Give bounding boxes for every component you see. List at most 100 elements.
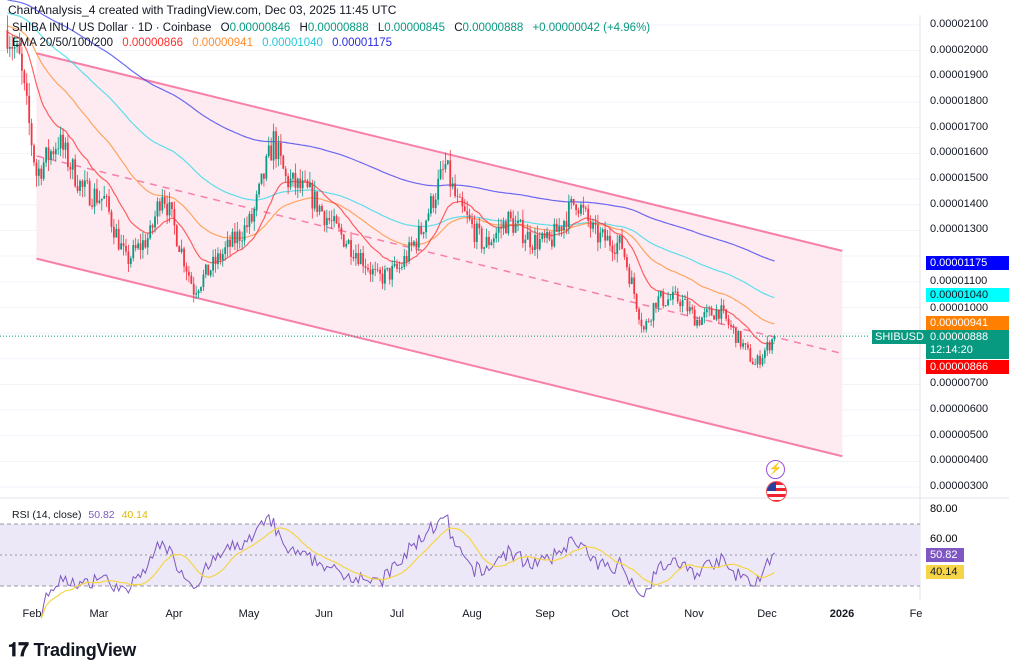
candle-body bbox=[321, 206, 323, 212]
candle-body bbox=[100, 198, 103, 201]
candle-body bbox=[178, 246, 181, 252]
candle-body bbox=[592, 222, 594, 229]
ema20-value: 0.00000866 bbox=[122, 37, 183, 49]
candle-body bbox=[502, 221, 505, 229]
ema50-line bbox=[7, 25, 775, 325]
time-tick: Jun bbox=[315, 608, 333, 620]
price-tick: 0.00000500 bbox=[930, 428, 989, 441]
candle-body bbox=[756, 355, 759, 365]
candle-body bbox=[701, 317, 703, 325]
candle-body bbox=[188, 271, 190, 276]
candle-body bbox=[81, 180, 84, 187]
candle-body bbox=[120, 243, 123, 250]
candle-body bbox=[306, 180, 309, 188]
price-badge: 0.00000888 12:14:20 bbox=[926, 330, 1009, 359]
candle-body bbox=[316, 191, 319, 212]
candle-body bbox=[393, 263, 396, 266]
candle-body bbox=[626, 257, 628, 268]
candle-body bbox=[183, 248, 185, 267]
candle-body bbox=[190, 275, 193, 284]
candle-body bbox=[490, 242, 493, 246]
candle-body bbox=[263, 173, 265, 179]
lightning-icon[interactable]: ⚡ bbox=[766, 460, 785, 479]
candle-body bbox=[638, 308, 640, 320]
candle-body bbox=[727, 318, 730, 325]
candle-body bbox=[505, 221, 507, 234]
symbol-title[interactable]: SHIBA INU / US Dollar · 1D · Coinbase bbox=[12, 22, 212, 34]
candle-body bbox=[253, 209, 256, 222]
candle-body bbox=[674, 291, 677, 293]
candle-body bbox=[287, 175, 290, 188]
candle-body bbox=[23, 70, 26, 84]
time-tick: Jul bbox=[389, 608, 405, 620]
ema50-badge: 0.00000941 bbox=[926, 316, 1009, 330]
candle-body bbox=[117, 228, 120, 250]
candle-body bbox=[354, 253, 357, 259]
low-label: L bbox=[377, 22, 385, 34]
candle-body bbox=[422, 232, 425, 234]
candle-body bbox=[362, 252, 365, 267]
candle-body bbox=[768, 342, 771, 351]
candle-body bbox=[652, 303, 655, 321]
time-tick: Mar bbox=[89, 608, 109, 620]
candle-body bbox=[391, 265, 394, 280]
candle-body bbox=[744, 343, 747, 345]
candle-body bbox=[214, 256, 217, 265]
price-tick: 0.00000700 bbox=[930, 377, 989, 390]
candle-body bbox=[185, 266, 188, 272]
candle-body bbox=[582, 204, 585, 208]
candle-body bbox=[54, 149, 57, 155]
tradingview-logo[interactable]: 𝟏𝟕 TradingView bbox=[8, 640, 136, 661]
candle-body bbox=[345, 243, 348, 247]
rsi-label[interactable]: RSI (14, close) bbox=[12, 509, 82, 521]
candle-body bbox=[202, 274, 205, 288]
candle-body bbox=[96, 188, 98, 203]
candle-body bbox=[379, 269, 381, 274]
candle-body bbox=[163, 197, 166, 204]
candle-body bbox=[69, 167, 72, 170]
candle-body bbox=[434, 199, 437, 208]
price-tick: 0.00000300 bbox=[930, 480, 989, 493]
candle-body bbox=[398, 268, 401, 269]
candle-body bbox=[226, 239, 229, 248]
rsi-badge: 50.82 bbox=[926, 548, 964, 562]
candle-body bbox=[338, 223, 340, 228]
candle-body bbox=[688, 307, 691, 312]
candle-body bbox=[558, 226, 561, 232]
candle-body bbox=[86, 180, 89, 182]
candle-body bbox=[25, 83, 28, 96]
candle-body bbox=[747, 344, 749, 349]
us-flag-icon[interactable] bbox=[766, 481, 787, 502]
candle-body bbox=[388, 267, 391, 280]
candle-body bbox=[381, 273, 384, 284]
candle-body bbox=[635, 293, 638, 309]
candle-body bbox=[21, 53, 23, 71]
ema-label[interactable]: EMA 20/50/100/200 bbox=[12, 37, 114, 49]
candle-body bbox=[473, 224, 476, 242]
rsi-ma-line bbox=[40, 527, 775, 619]
candle-body bbox=[483, 247, 486, 249]
time-tick: Feb bbox=[22, 608, 42, 620]
ema100-value: 0.00001040 bbox=[262, 37, 323, 49]
time-tick: Fe bbox=[909, 608, 923, 620]
candle-body bbox=[628, 267, 631, 284]
price-tick: 0.00001900 bbox=[930, 69, 989, 82]
change-value: +0.00000042 (+4.96%) bbox=[532, 22, 651, 34]
candle-body bbox=[11, 46, 14, 49]
candle-body bbox=[76, 186, 79, 191]
candle-body bbox=[529, 231, 532, 248]
candle-body bbox=[575, 204, 577, 211]
candle-body bbox=[742, 343, 744, 347]
candle-body bbox=[292, 172, 294, 179]
time-tick: Apr bbox=[165, 608, 183, 620]
price-tick: 0.00001300 bbox=[930, 223, 989, 236]
candle-body bbox=[696, 319, 698, 326]
candle-body bbox=[132, 245, 135, 259]
candle-body bbox=[103, 196, 106, 199]
candle-body bbox=[596, 224, 599, 243]
candle-body bbox=[323, 211, 326, 226]
candle-body bbox=[299, 178, 302, 189]
candle-body bbox=[662, 291, 665, 306]
candle-body bbox=[589, 220, 592, 229]
